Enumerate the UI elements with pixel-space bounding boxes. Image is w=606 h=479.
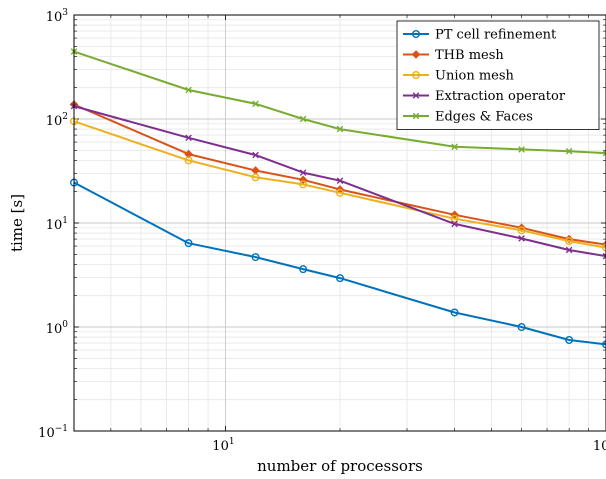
data-point <box>412 30 421 39</box>
data-point <box>336 188 345 197</box>
data-point <box>412 92 420 99</box>
data-point <box>450 214 459 223</box>
data-point <box>299 265 308 274</box>
x-tick-label: 101 <box>212 437 234 454</box>
legend-box <box>396 20 600 130</box>
data-point <box>565 147 573 155</box>
plot-frame <box>73 14 606 432</box>
data-point <box>299 169 307 176</box>
y-tick-label: 101 <box>46 216 68 233</box>
legend: PT cell refinement THB mesh Union mesh Extr… <box>396 20 600 130</box>
y-axis-label: time [s] <box>8 194 26 252</box>
data-point <box>518 146 525 153</box>
legend-label: Extraction operator <box>435 89 566 104</box>
legend-label: Union mesh <box>435 69 515 84</box>
data-point <box>412 70 421 79</box>
data-point <box>518 235 525 242</box>
data-point <box>252 100 259 108</box>
legend-item: Edges & Faces <box>403 110 533 125</box>
legend-item: PT cell refinement <box>403 28 557 43</box>
legend-item: THB mesh <box>403 48 504 63</box>
data-point <box>451 220 458 228</box>
y-tick-label: 100 <box>46 320 69 337</box>
data-point <box>184 156 193 165</box>
data-point <box>185 86 192 94</box>
data-point <box>299 115 307 123</box>
series-group <box>69 48 606 349</box>
data-point <box>517 223 526 233</box>
x-axis-label: number of processors <box>257 457 423 475</box>
data-point <box>251 253 260 262</box>
series <box>70 102 606 260</box>
data-point <box>252 151 259 159</box>
data-point <box>451 143 458 151</box>
legend-item: Union mesh <box>403 69 515 84</box>
y-tick-label: 103 <box>46 8 69 25</box>
data-point <box>184 239 193 248</box>
data-point <box>565 335 574 344</box>
data-point <box>602 149 606 157</box>
legend-label: Edges & Faces <box>435 110 533 125</box>
legend-label: PT cell refinement <box>435 28 557 43</box>
series <box>69 117 606 252</box>
data-point <box>517 323 526 332</box>
data-point <box>602 252 606 260</box>
data-point <box>412 112 420 120</box>
data-point <box>336 125 344 133</box>
data-point <box>565 237 574 246</box>
y-tick-label: 10−1 <box>38 424 68 441</box>
data-point <box>450 308 459 317</box>
data-point <box>602 340 606 349</box>
data-point <box>565 246 573 254</box>
data-point <box>336 177 344 185</box>
x-tick-label: 102 <box>593 437 606 454</box>
series-line <box>73 181 606 346</box>
tick-labels: 101 102 10−1 100 101 102 103 <box>38 8 606 454</box>
series <box>69 178 606 349</box>
data-point <box>185 134 192 142</box>
data-point <box>336 274 345 283</box>
y-tick-label: 102 <box>46 112 68 129</box>
data-point <box>251 173 260 182</box>
legend-label: THB mesh <box>435 48 504 63</box>
data-point <box>602 243 606 252</box>
data-point <box>299 180 308 189</box>
legend-item: Extraction operator <box>403 89 566 104</box>
data-point <box>517 226 526 235</box>
series-line <box>73 120 606 249</box>
data-point <box>411 50 421 59</box>
